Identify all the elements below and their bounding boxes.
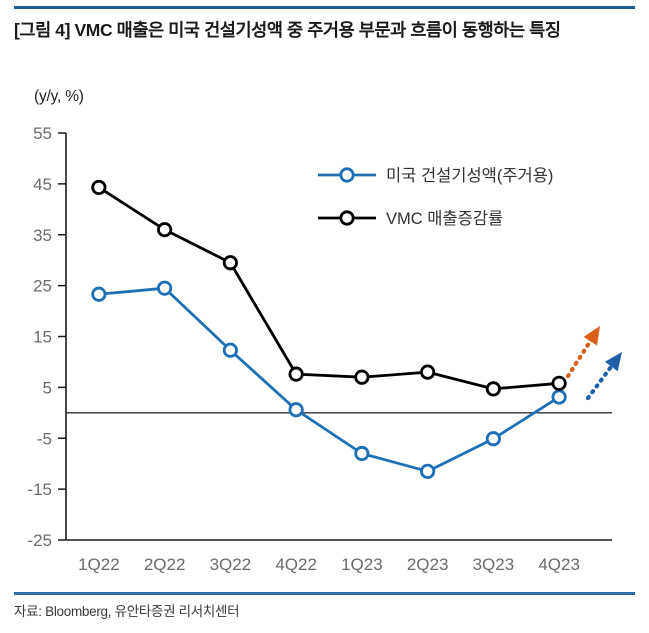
data-point-marker: [354, 369, 370, 385]
chart-annotations: [565, 326, 622, 401]
data-point-marker: [485, 431, 501, 447]
x-tick-label: 1Q22: [78, 555, 120, 574]
legend-marker: [339, 210, 355, 226]
legend-marker: [339, 167, 355, 183]
legend-label: 미국 건설기성액(주거용): [386, 166, 553, 185]
y-tick-label: -5: [37, 429, 52, 448]
series-line-1: [97, 186, 561, 391]
y-tick-label: 5: [43, 378, 52, 397]
page-title: [그림 4] VMC 매출은 미국 건설기성액 중 주거용 부문과 흐름이 동행…: [14, 20, 561, 40]
data-point-marker: [551, 389, 567, 405]
series-line-0: [97, 286, 561, 473]
source-note: 자료: Bloomberg, 유안타증권 리서치센터: [14, 604, 240, 619]
orange-up-arrow-annotation: [565, 326, 600, 379]
legend-label: VMC 매출증감률: [386, 209, 503, 228]
x-axis-tick-labels: 1Q22 2Q22 3Q22 4Q22 1Q23 2Q23 3Q23 4Q23: [78, 555, 580, 574]
data-point-marker: [288, 402, 304, 418]
y-tick-label: -15: [27, 480, 52, 499]
data-point-marker: [157, 280, 173, 296]
x-tick-label: 4Q22: [275, 555, 317, 574]
y-tick-label: 45: [33, 175, 52, 194]
x-tick-label: 2Q23: [407, 555, 449, 574]
data-point-marker: [91, 179, 107, 196]
data-point-marker: [485, 381, 501, 397]
chart-legend: 미국 건설기성액(주거용) VMC 매출증감률: [318, 166, 553, 228]
data-point-marker: [551, 375, 567, 391]
x-tick-label: 2Q22: [144, 555, 186, 574]
y-tick-label: -25: [27, 531, 52, 550]
y-tick-label: 55: [33, 124, 52, 143]
x-tick-label: 4Q23: [538, 555, 580, 574]
data-point-marker: [91, 286, 107, 302]
y-axis-tick-labels: 55 45 35 25 15 5 -5 -15 -25: [27, 124, 52, 550]
chart-axes: [58, 132, 612, 541]
top-divider: [14, 6, 635, 9]
blue-up-arrow-annotation: [585, 352, 622, 401]
y-tick-label: 35: [33, 226, 52, 245]
y-tick-label: 25: [33, 277, 52, 296]
x-tick-label: 3Q23: [473, 555, 515, 574]
x-tick-label: 3Q22: [210, 555, 252, 574]
data-point-marker: [288, 366, 304, 382]
chart-series: [91, 179, 567, 479]
data-point-marker: [157, 222, 173, 238]
y-tick-label: 15: [33, 328, 52, 347]
data-point-marker: [354, 445, 370, 462]
data-point-marker: [420, 463, 436, 479]
x-tick-label: 1Q23: [341, 555, 383, 574]
data-point-marker: [222, 255, 238, 271]
y-axis-unit-label: (y/y, %): [34, 88, 84, 105]
bottom-divider: [14, 592, 635, 595]
data-point-marker: [420, 364, 436, 380]
data-point-marker: [222, 342, 238, 358]
